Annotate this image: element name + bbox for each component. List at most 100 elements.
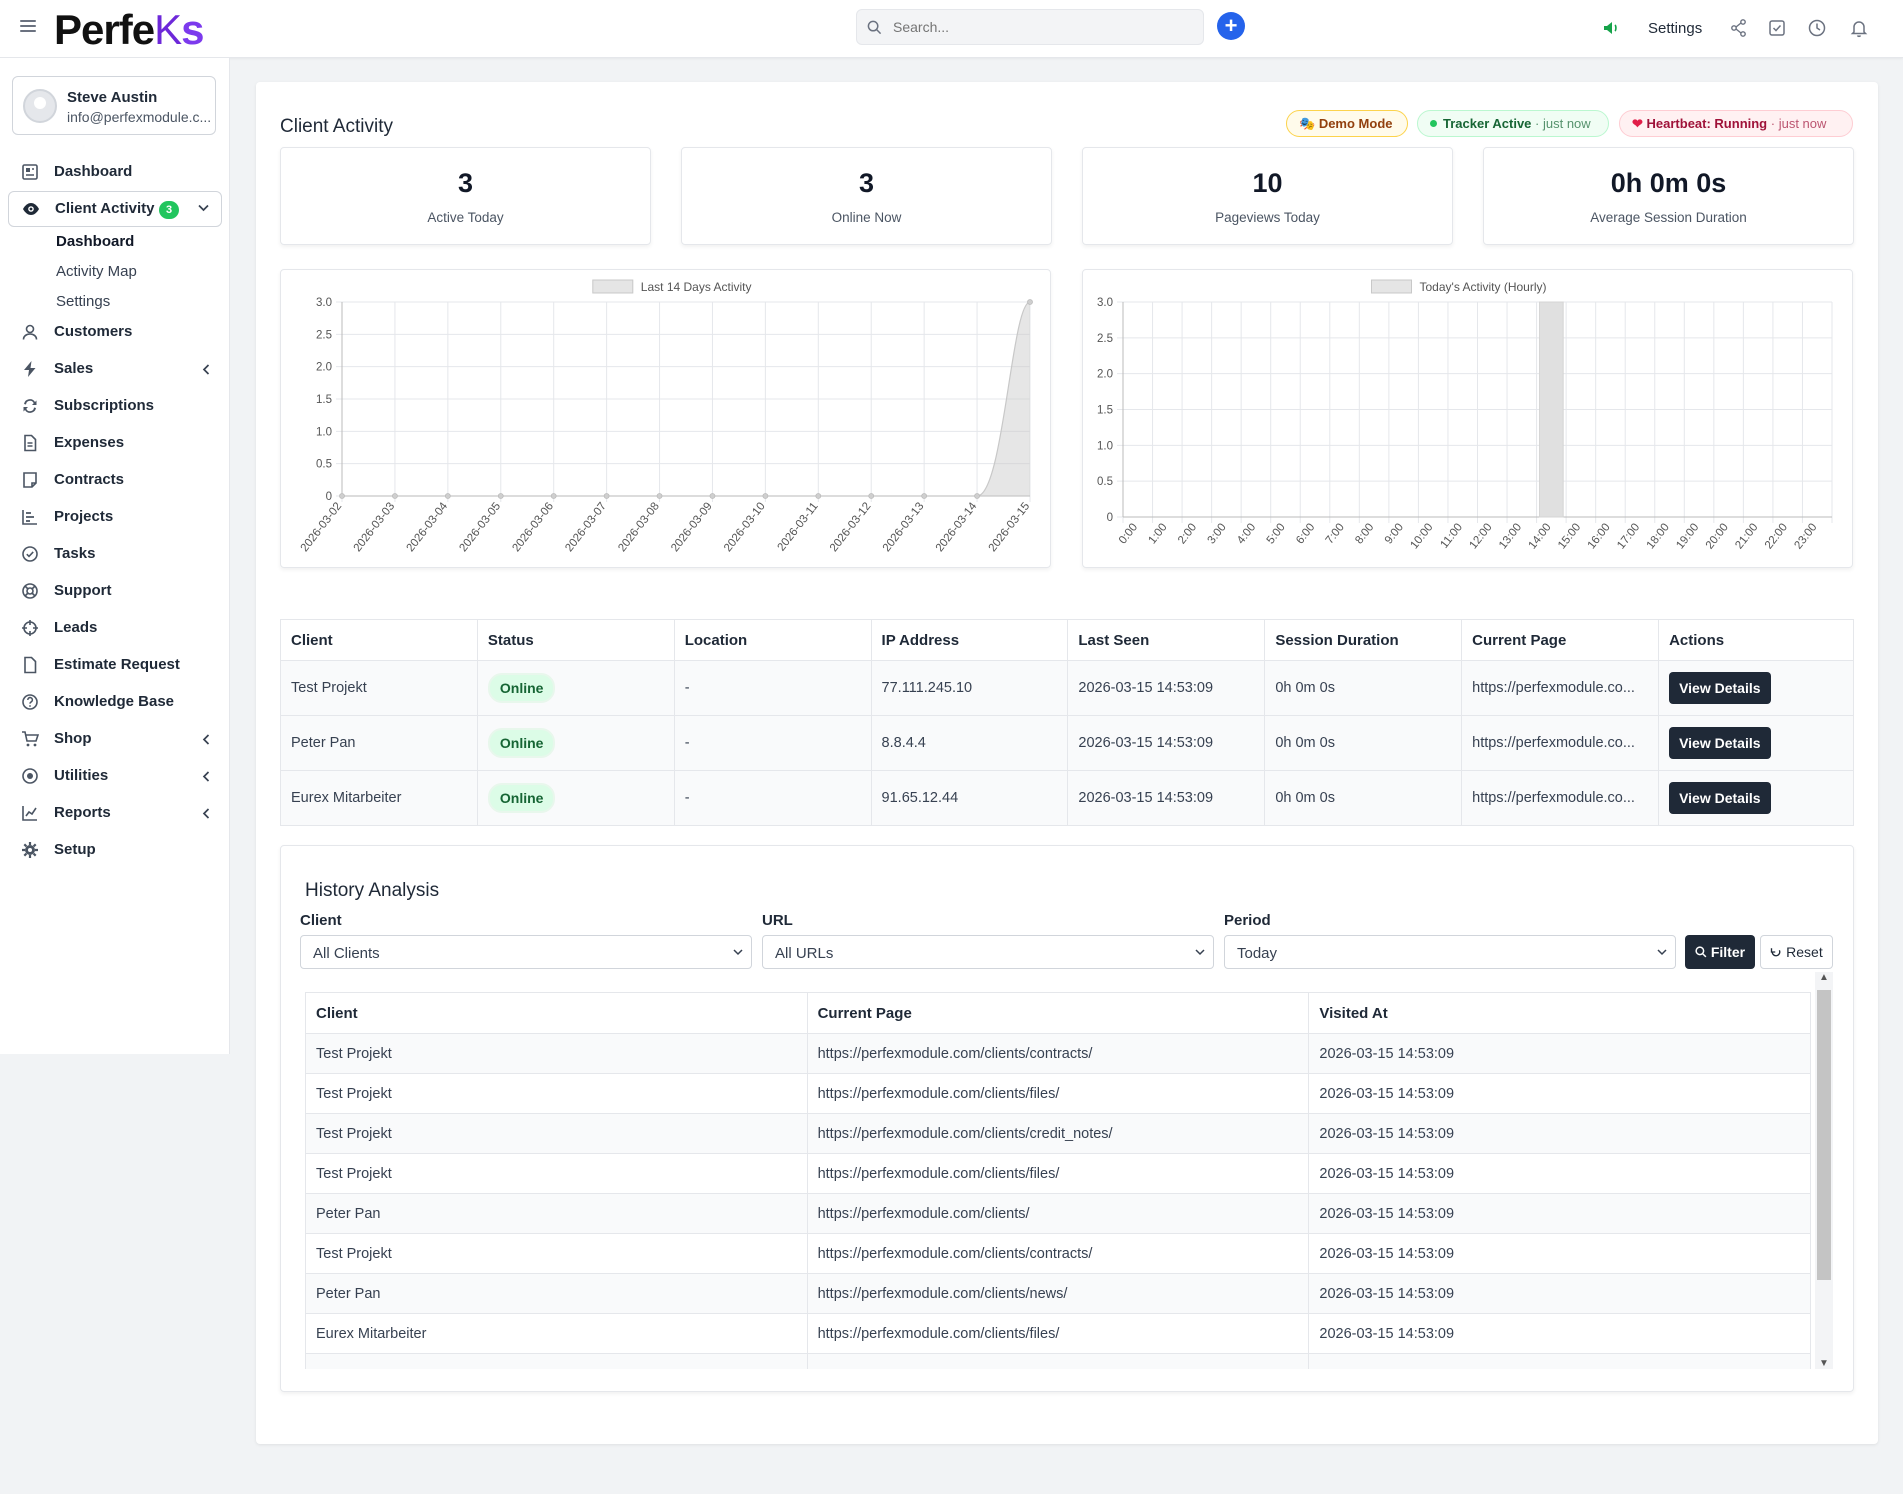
- chevron-down-icon: [1657, 949, 1667, 956]
- sidebar-item-leads[interactable]: Leads: [8, 611, 222, 645]
- view-details-button[interactable]: View Details: [1669, 782, 1771, 814]
- view-details-button[interactable]: View Details: [1669, 672, 1771, 704]
- column-header: IP Address: [870, 619, 1069, 661]
- chevron-down-icon: [198, 204, 209, 212]
- chart-hourly: Today's Activity (Hourly) 0 0.5 1.0 1.5 2.0 2.…: [1082, 269, 1853, 568]
- announcements-icon[interactable]: [1601, 18, 1621, 38]
- demo-mode-badge: 🎭 Demo Mode: [1286, 110, 1408, 137]
- reset-button[interactable]: Reset: [1760, 935, 1833, 969]
- data-bar: [1539, 301, 1564, 518]
- scroll-up-icon[interactable]: ▲: [1819, 972, 1829, 983]
- cell-client: Test Projekt: [305, 1153, 808, 1194]
- table-row: Test Projekt Online - 77.111.245.10 2026…: [280, 660, 1854, 716]
- scrollbar-thumb[interactable]: [1817, 990, 1831, 1280]
- chevron-left-icon: [202, 808, 210, 819]
- profile-name: Steve Austin: [67, 89, 158, 106]
- cell-duration: 0h 0m 0s: [1264, 660, 1463, 716]
- data-point: [656, 493, 663, 499]
- sidebar-item-contracts[interactable]: Contracts: [8, 463, 222, 497]
- sidebar-item-knowledge-base[interactable]: Knowledge Base: [8, 685, 222, 719]
- sidebar-item-reports[interactable]: Reports: [8, 796, 222, 830]
- client-filter-label: Client: [300, 912, 342, 929]
- quick-create-button[interactable]: +: [1217, 12, 1245, 40]
- x-tick-label: 2026-03-07: [563, 500, 609, 554]
- data-point: [444, 493, 451, 499]
- stat-card-avg-session: 0h 0m 0s Average Session Duration: [1483, 147, 1854, 245]
- sidebar-subitem-activity-map[interactable]: Activity Map: [56, 263, 137, 280]
- sidebar-item-setup[interactable]: Setup: [8, 833, 222, 867]
- client-select[interactable]: All Clients: [300, 935, 752, 969]
- history-table-scroll[interactable]: Client Current Page Visited At Test Proj…: [305, 972, 1833, 1369]
- sidebar-item-shop[interactable]: Shop: [8, 722, 222, 756]
- sidebar-item-sales[interactable]: Sales: [8, 352, 222, 386]
- sidebar-item-projects[interactable]: Projects: [8, 500, 222, 534]
- tasks-check-icon[interactable]: [1767, 18, 1787, 38]
- sidebar-subitem-dashboard[interactable]: Dashboard: [56, 233, 135, 250]
- cell-client: Peter Pan: [305, 1193, 808, 1234]
- profile-card[interactable]: Steve Austin info@perfexmodule.c...: [12, 76, 216, 135]
- sidebar-item-label: Projects: [54, 508, 114, 525]
- cell-actions: View Details: [1658, 770, 1854, 826]
- sidebar-item-support[interactable]: Support: [8, 574, 222, 608]
- column-header: Current Page: [806, 992, 1310, 1034]
- notifications-bell-icon[interactable]: [1849, 18, 1869, 38]
- cell-status: Online: [476, 715, 675, 771]
- stat-card-online-now: 3 Online Now: [681, 147, 1052, 245]
- sidebar-item-label: Expenses: [54, 434, 125, 451]
- cell-actions: View Details: [1658, 660, 1854, 716]
- sidebar-item-customers[interactable]: Customers: [8, 315, 222, 349]
- cart-icon: [22, 731, 39, 747]
- period-select[interactable]: Today: [1224, 935, 1676, 969]
- search-box[interactable]: [856, 9, 1204, 45]
- sidebar-item-estimate-request[interactable]: Estimate Request: [8, 648, 222, 682]
- cell-current-page[interactable]: https://perfexmodule.co...: [1461, 715, 1660, 771]
- logo[interactable]: PerfeKs: [54, 6, 204, 53]
- sidebar-item-label: Shop: [54, 730, 92, 747]
- data-point: [815, 493, 822, 499]
- search-icon: [867, 20, 882, 35]
- sidebar-item-utilities[interactable]: Utilities: [8, 759, 222, 793]
- y-tick-label: 0: [326, 491, 332, 503]
- gear-icon: [22, 842, 38, 858]
- target-icon: [22, 768, 38, 784]
- sidebar-item-dashboard[interactable]: Dashboard: [8, 155, 222, 189]
- sidebar-item-label: Setup: [54, 841, 96, 858]
- sidebar-item-expenses[interactable]: Expenses: [8, 426, 222, 460]
- settings-link[interactable]: Settings: [1648, 20, 1703, 37]
- y-tick-label: 1.0: [316, 426, 332, 438]
- sidebar-item-client-activity[interactable]: Client Activity 3: [8, 191, 222, 227]
- column-header: Client: [305, 992, 808, 1034]
- x-tick-label: 22:00: [1763, 521, 1790, 551]
- scroll-down-icon[interactable]: ▼: [1819, 1358, 1829, 1369]
- avatar: [23, 89, 57, 123]
- view-details-button[interactable]: View Details: [1669, 727, 1771, 759]
- x-tick-label: 2026-03-06: [510, 500, 556, 554]
- sidebar-item-label: Tasks: [54, 545, 96, 562]
- x-tick-label: 23:00: [1792, 521, 1819, 551]
- sidebar-item-label: Customers: [54, 323, 133, 340]
- cell-duration: 0h 0m 0s: [1264, 770, 1463, 826]
- cell-last-seen: 2026-03-15 14:53:09: [1067, 660, 1266, 716]
- history-scrollbar[interactable]: ▲ ▼: [1815, 972, 1833, 1369]
- check-circle-icon: [22, 546, 38, 562]
- share-icon[interactable]: [1729, 18, 1749, 38]
- filter-button[interactable]: Filter: [1685, 935, 1755, 969]
- refresh-icon: [23, 399, 37, 413]
- sidebar-item-subscriptions[interactable]: Subscriptions: [8, 389, 222, 423]
- url-select[interactable]: All URLs: [762, 935, 1214, 969]
- column-header: Visited At: [1308, 992, 1811, 1034]
- search-input[interactable]: [893, 17, 1193, 37]
- cell-ip: 91.65.12.44: [870, 770, 1069, 826]
- clock-icon[interactable]: [1807, 18, 1827, 38]
- tracker-status-badge: Tracker Active · just now: [1417, 110, 1609, 137]
- sidebar-item-label: Dashboard: [54, 163, 133, 180]
- theater-masks-icon: 🎭: [1299, 116, 1319, 131]
- cell-current-page[interactable]: https://perfexmodule.co...: [1461, 660, 1660, 716]
- eye-icon: [23, 203, 39, 215]
- sidebar-subitem-settings[interactable]: Settings: [56, 293, 111, 310]
- cell-current-page[interactable]: https://perfexmodule.co...: [1461, 770, 1660, 826]
- menu-icon[interactable]: [20, 20, 36, 34]
- cell-actions: View Details: [1658, 715, 1854, 771]
- sidebar-item-tasks[interactable]: Tasks: [8, 537, 222, 571]
- cell-client: Test Projekt: [305, 1233, 808, 1274]
